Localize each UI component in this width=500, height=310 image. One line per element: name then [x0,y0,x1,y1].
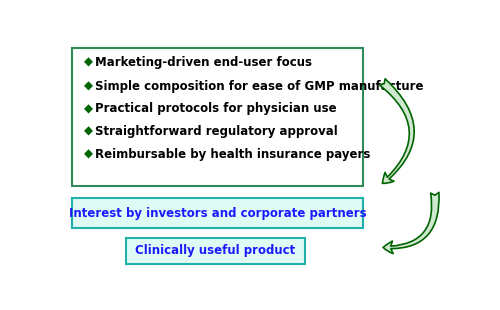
Text: Straightforward regulatory approval: Straightforward regulatory approval [96,125,338,138]
FancyBboxPatch shape [72,198,363,228]
Text: ◆: ◆ [84,125,93,138]
FancyArrowPatch shape [380,79,414,184]
Text: Simple composition for ease of GMP manufacture: Simple composition for ease of GMP manuf… [96,80,424,93]
Text: Practical protocols for physician use: Practical protocols for physician use [96,102,337,115]
Text: Marketing-driven end-user focus: Marketing-driven end-user focus [96,56,312,69]
Text: Interest by investors and corporate partners: Interest by investors and corporate part… [68,207,366,220]
Text: ◆: ◆ [84,56,93,69]
FancyBboxPatch shape [72,48,363,186]
FancyArrowPatch shape [383,192,439,254]
Text: ◆: ◆ [84,102,93,115]
Text: Reimbursable by health insurance payers: Reimbursable by health insurance payers [96,148,371,161]
Text: Clinically useful product: Clinically useful product [136,244,296,257]
Text: ◆: ◆ [84,148,93,161]
FancyBboxPatch shape [126,238,304,264]
Text: ◆: ◆ [84,80,93,93]
